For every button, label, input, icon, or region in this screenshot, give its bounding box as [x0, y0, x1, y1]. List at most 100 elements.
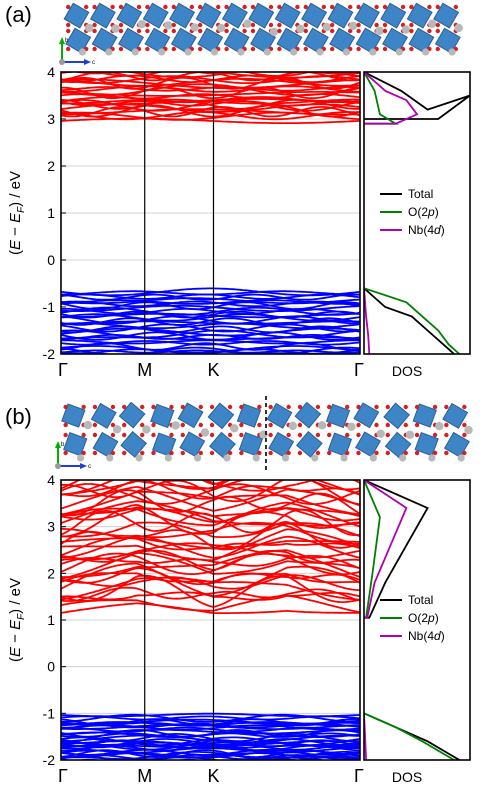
oxygen-atom	[286, 404, 291, 410]
oxygen-atom	[81, 404, 86, 410]
oxygen-atom	[330, 22, 335, 28]
cation-atom	[401, 25, 411, 34]
oxygen-atom	[110, 432, 116, 438]
nbo6-octahedron	[302, 27, 329, 54]
conduction-band	[61, 567, 360, 585]
cation-atom	[142, 425, 151, 434]
panel-label: (b)	[5, 404, 32, 429]
oxygen-atom	[356, 46, 361, 52]
cation-atom	[428, 454, 436, 462]
valence-band	[61, 293, 360, 300]
oxygen-atom	[92, 422, 98, 428]
oxygen-atom	[227, 432, 233, 438]
oxygen-atom	[216, 4, 221, 10]
valence-band	[61, 356, 360, 359]
y-tick-label: -1	[43, 705, 56, 721]
oxygen-atom	[140, 432, 145, 438]
oxygen-atom	[257, 404, 262, 410]
conduction-band	[61, 480, 360, 500]
conduction-band	[61, 85, 360, 93]
conduction-band	[61, 72, 360, 79]
oxygen-atom	[180, 422, 185, 428]
cation-atom	[112, 425, 122, 434]
oxygen-atom	[315, 432, 321, 438]
conduction-band	[61, 503, 360, 538]
valence-band	[61, 306, 360, 316]
y-tick-label: -2	[43, 752, 56, 768]
nbo6-octahedron	[408, 27, 435, 54]
y-tick-label: 4	[47, 64, 55, 80]
oxygen-atom	[63, 450, 68, 456]
y-axis-label: (E − EF) / eV	[7, 578, 27, 662]
conduction-band	[61, 53, 360, 63]
valence-band	[61, 342, 360, 351]
oxygen-atom	[63, 432, 68, 438]
oxygen-atom	[198, 4, 203, 10]
oxygen-atom	[356, 432, 361, 438]
oxygen-atom	[140, 422, 145, 428]
oxygen-atom	[453, 4, 458, 10]
valence-band	[61, 308, 360, 315]
oxygen-atom	[356, 450, 361, 456]
oxygen-atom	[462, 450, 467, 456]
oxygen-atom	[356, 422, 361, 428]
cation-atom	[296, 24, 305, 34]
cation-atom	[288, 421, 298, 431]
oxygen-atom	[444, 432, 449, 438]
oxygen-atom	[330, 46, 335, 52]
oxygen-atom	[409, 22, 414, 28]
nbo6-octahedron	[150, 403, 175, 429]
y-axis-label: (E − EF) / eV	[7, 171, 27, 255]
oxygen-atom	[81, 450, 86, 456]
y-tick-label: -1	[43, 299, 56, 315]
oxygen-atom	[385, 404, 390, 410]
legend: Total O(2p) Nb(4d)	[380, 187, 445, 237]
cation-atom	[105, 48, 113, 56]
oxygen-atom	[315, 404, 321, 410]
cation-atom	[237, 48, 245, 56]
nbo6-octahedron	[177, 402, 204, 429]
oxygen-atom	[122, 404, 127, 410]
nbo6-octahedron	[412, 403, 437, 428]
oxygen-atom	[321, 4, 326, 10]
y-tick-label: 3	[47, 111, 55, 127]
oxygen-atom	[239, 450, 244, 456]
cation-atom	[164, 454, 172, 462]
dos-nb4d	[364, 480, 408, 619]
oxygen-atom	[92, 450, 98, 456]
nbo6-octahedron	[355, 431, 381, 458]
oxygen-atom	[432, 432, 438, 438]
dos-curves	[364, 72, 470, 354]
oxygen-atom	[136, 28, 142, 34]
oxygen-atom	[110, 422, 116, 428]
conduction-band	[61, 66, 360, 70]
cation-atom	[290, 48, 298, 56]
cation-atom	[322, 22, 331, 32]
band-structure-plot: -2 -1 0 1 2 3 4 (E − EF) / eV Γ M K Γ	[7, 472, 364, 786]
oxygen-atom	[435, 22, 440, 28]
oxygen-atom	[330, 4, 335, 10]
cation-atom	[347, 422, 356, 431]
oxygen-atom	[432, 404, 438, 410]
nbo6-octahedron	[195, 2, 222, 29]
cation-atom	[369, 454, 377, 462]
oxygen-atom	[224, 4, 229, 10]
oxygen-atom	[374, 22, 379, 28]
oxygen-atom	[169, 450, 174, 456]
nbo6-octahedron	[266, 402, 293, 429]
oxygen-atom	[140, 450, 145, 456]
oxygen-atom	[330, 28, 335, 34]
oxygen-atom	[382, 22, 388, 28]
cation-atom	[243, 19, 252, 28]
oxygen-atom	[151, 432, 156, 438]
conduction-band	[61, 602, 360, 614]
oxygen-atom	[435, 28, 440, 34]
oxygen-atom	[295, 4, 300, 10]
oxygen-atom	[84, 4, 89, 10]
kpoint-label: Γ	[354, 766, 364, 786]
oxygen-atom	[356, 404, 361, 410]
cation-atom	[454, 23, 463, 33]
nbo6-octahedron	[152, 432, 177, 457]
conduction-band	[61, 59, 360, 68]
